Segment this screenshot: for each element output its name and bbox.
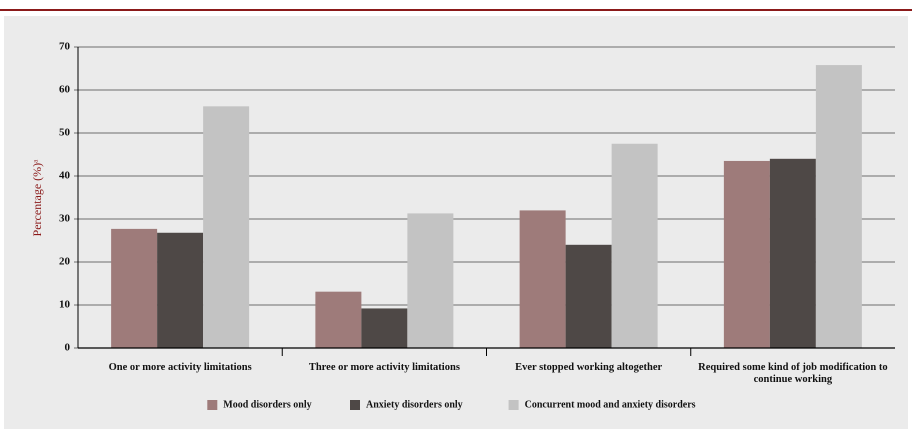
x-tick-label: One or more activity limitations	[108, 362, 252, 373]
legend-label: Concurrent mood and anxiety disorders	[525, 399, 696, 410]
legend-swatch	[508, 400, 519, 410]
bar	[361, 308, 408, 348]
legend-swatch	[350, 400, 360, 410]
y-tick-label: 0	[65, 342, 71, 354]
bar	[723, 160, 770, 348]
legend-label: Mood disorders only	[223, 399, 311, 410]
y-tick-label: 50	[59, 127, 71, 139]
legend-swatch	[207, 400, 218, 410]
x-tick-label: Required some kind of job modification t…	[698, 362, 888, 385]
bar	[611, 143, 658, 348]
bar	[519, 210, 566, 348]
bar	[315, 291, 362, 348]
x-tick-label: Ever stopped working altogether	[515, 362, 663, 373]
y-tick-label: 20	[59, 256, 71, 268]
y-tick-label: 40	[59, 170, 71, 182]
bar	[815, 65, 862, 348]
x-tick-label: Three or more activity limitations	[308, 362, 460, 373]
bar	[157, 232, 204, 348]
y-tick-label: 10	[59, 299, 71, 311]
y-tick-label: 60	[59, 84, 71, 96]
y-tick-label: 70	[59, 41, 71, 53]
bar	[769, 158, 816, 348]
bar	[407, 213, 454, 348]
bar	[203, 106, 250, 348]
y-tick-label: 30	[59, 213, 71, 225]
header-strip	[0, 0, 912, 11]
bar	[565, 244, 612, 348]
bar	[111, 228, 158, 348]
legend-label: Anxiety disorders only	[366, 399, 463, 410]
y-axis-label: Percentage (%)ᵃ	[30, 159, 44, 237]
